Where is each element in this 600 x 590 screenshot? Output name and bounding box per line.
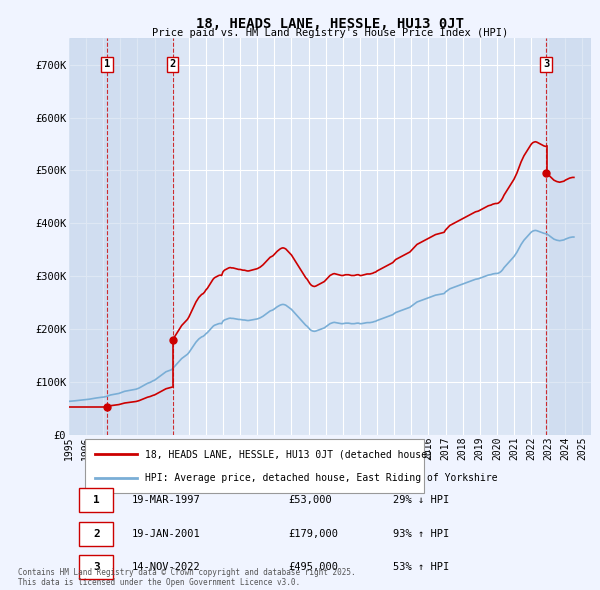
Text: 93% ↑ HPI: 93% ↑ HPI (392, 529, 449, 539)
Text: 1: 1 (104, 59, 110, 69)
Bar (546, 38, 591, 435)
Text: 18, HEADS LANE, HESSLE, HU13 0JT: 18, HEADS LANE, HESSLE, HU13 0JT (196, 17, 464, 31)
Text: 53% ↑ HPI: 53% ↑ HPI (392, 562, 449, 572)
Text: £179,000: £179,000 (288, 529, 338, 539)
Text: £495,000: £495,000 (288, 562, 338, 572)
Text: Price paid vs. HM Land Registry's House Price Index (HPI): Price paid vs. HM Land Registry's House … (152, 28, 508, 38)
Text: 3: 3 (543, 59, 549, 69)
FancyBboxPatch shape (79, 555, 113, 579)
FancyBboxPatch shape (79, 522, 113, 546)
Text: 29% ↓ HPI: 29% ↓ HPI (392, 495, 449, 505)
FancyBboxPatch shape (79, 488, 113, 512)
Text: 19-JAN-2001: 19-JAN-2001 (131, 529, 200, 539)
Text: 2: 2 (169, 59, 176, 69)
Text: 18, HEADS LANE, HESSLE, HU13 0JT (detached house): 18, HEADS LANE, HESSLE, HU13 0JT (detach… (145, 449, 433, 459)
Text: 2: 2 (93, 529, 100, 539)
Text: HPI: Average price, detached house, East Riding of Yorkshire: HPI: Average price, detached house, East… (145, 473, 497, 483)
Text: 14-NOV-2022: 14-NOV-2022 (131, 562, 200, 572)
Text: Contains HM Land Registry data © Crown copyright and database right 2025.
This d: Contains HM Land Registry data © Crown c… (18, 568, 356, 587)
Text: £53,000: £53,000 (288, 495, 332, 505)
Text: 3: 3 (93, 562, 100, 572)
Text: 19-MAR-1997: 19-MAR-1997 (131, 495, 200, 505)
Bar (69, 38, 173, 435)
FancyBboxPatch shape (85, 439, 424, 493)
Text: 1: 1 (93, 495, 100, 505)
